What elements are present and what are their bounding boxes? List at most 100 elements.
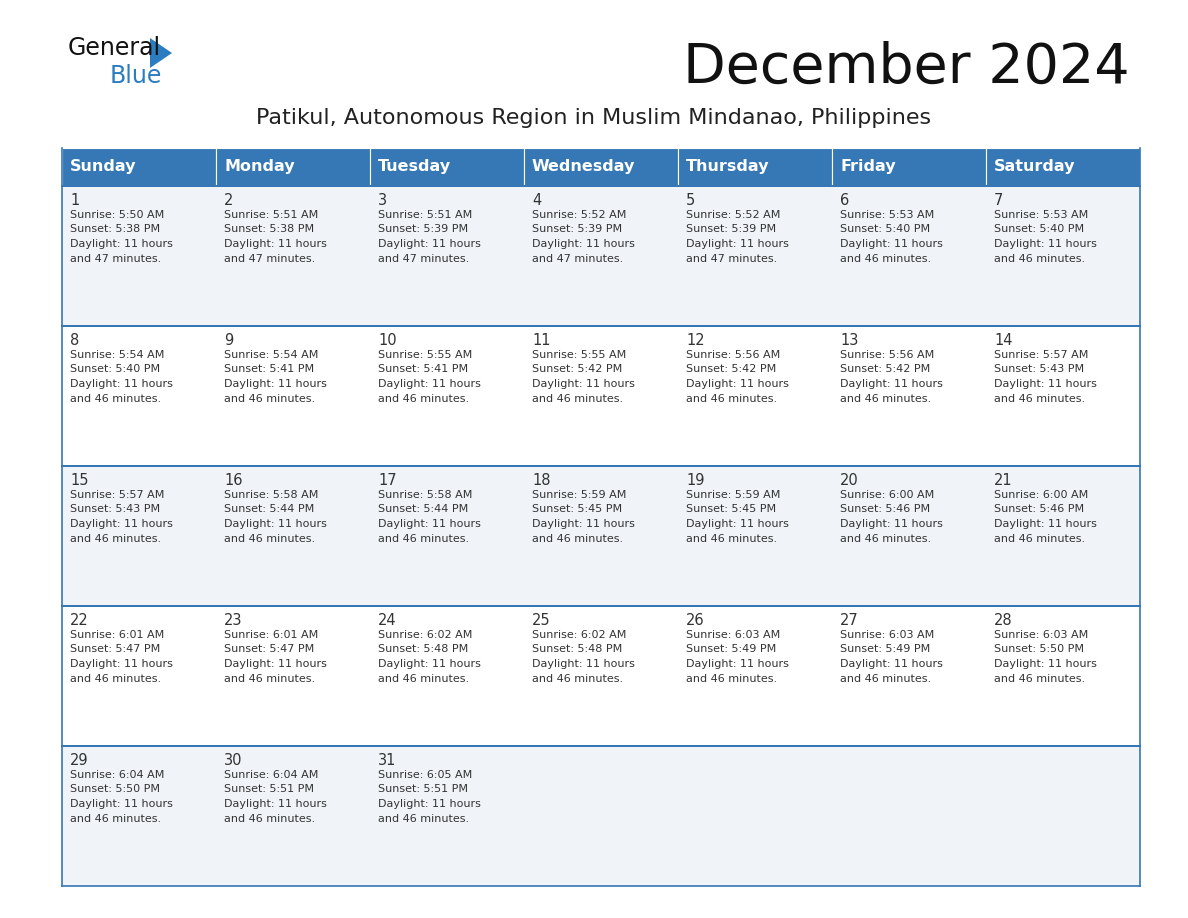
Text: and 46 minutes.: and 46 minutes. [378,394,469,404]
Text: 7: 7 [994,193,1004,208]
Bar [369,186,524,326]
Text: Wednesday: Wednesday [532,160,636,174]
Text: Sunset: 5:40 PM: Sunset: 5:40 PM [994,225,1085,234]
Text: Sunrise: 5:58 AM: Sunrise: 5:58 AM [225,490,318,500]
Bar [524,148,678,186]
Text: and 46 minutes.: and 46 minutes. [70,533,162,543]
Text: Sunset: 5:38 PM: Sunset: 5:38 PM [70,225,160,234]
Text: and 46 minutes.: and 46 minutes. [685,394,777,404]
Text: 18: 18 [532,473,550,488]
Text: 24: 24 [378,613,397,628]
Text: and 46 minutes.: and 46 minutes. [994,253,1085,263]
Text: Sunrise: 5:55 AM: Sunrise: 5:55 AM [378,350,473,360]
Text: Daylight: 11 hours: Daylight: 11 hours [70,659,173,669]
Text: Sunset: 5:43 PM: Sunset: 5:43 PM [70,505,160,514]
Text: Sunset: 5:46 PM: Sunset: 5:46 PM [994,505,1085,514]
Bar [832,606,986,746]
Text: Sunrise: 5:54 AM: Sunrise: 5:54 AM [225,350,318,360]
Text: Daylight: 11 hours: Daylight: 11 hours [225,519,327,529]
Bar [524,746,678,886]
Text: and 46 minutes.: and 46 minutes. [378,674,469,684]
Text: Sunset: 5:50 PM: Sunset: 5:50 PM [70,785,160,794]
Text: and 46 minutes.: and 46 minutes. [994,394,1085,404]
Bar [216,326,369,466]
Text: Sunrise: 6:05 AM: Sunrise: 6:05 AM [378,770,473,780]
Bar [524,326,678,466]
Bar [62,148,216,186]
Bar [524,186,678,326]
Text: Sunrise: 5:57 AM: Sunrise: 5:57 AM [70,490,164,500]
Text: and 46 minutes.: and 46 minutes. [225,394,315,404]
Bar [62,186,216,326]
Text: Daylight: 11 hours: Daylight: 11 hours [994,239,1097,249]
Text: 31: 31 [378,753,397,768]
Bar [678,746,832,886]
Bar [832,746,986,886]
Bar [369,326,524,466]
Text: Sunset: 5:43 PM: Sunset: 5:43 PM [994,364,1085,375]
Text: Daylight: 11 hours: Daylight: 11 hours [225,659,327,669]
Text: 21: 21 [994,473,1012,488]
Text: and 46 minutes.: and 46 minutes. [532,394,624,404]
Text: 17: 17 [378,473,397,488]
Text: and 47 minutes.: and 47 minutes. [225,253,315,263]
Text: Daylight: 11 hours: Daylight: 11 hours [378,799,481,809]
Text: and 46 minutes.: and 46 minutes. [70,394,162,404]
Text: Sunday: Sunday [70,160,137,174]
Text: Daylight: 11 hours: Daylight: 11 hours [378,519,481,529]
Text: Sunrise: 5:57 AM: Sunrise: 5:57 AM [994,350,1088,360]
Text: Sunrise: 5:52 AM: Sunrise: 5:52 AM [532,210,626,220]
Text: 1: 1 [70,193,80,208]
Text: Sunrise: 6:02 AM: Sunrise: 6:02 AM [378,630,473,640]
Text: and 46 minutes.: and 46 minutes. [225,674,315,684]
Text: Sunrise: 5:55 AM: Sunrise: 5:55 AM [532,350,626,360]
Text: Sunset: 5:51 PM: Sunset: 5:51 PM [225,785,314,794]
Bar [986,148,1140,186]
Text: and 46 minutes.: and 46 minutes. [994,533,1085,543]
Text: Daylight: 11 hours: Daylight: 11 hours [685,519,789,529]
Text: Daylight: 11 hours: Daylight: 11 hours [70,799,173,809]
Text: 5: 5 [685,193,695,208]
Bar [369,148,524,186]
Text: Monday: Monday [225,160,295,174]
Text: Sunset: 5:40 PM: Sunset: 5:40 PM [70,364,160,375]
Text: Sunset: 5:40 PM: Sunset: 5:40 PM [840,225,930,234]
Text: Sunset: 5:48 PM: Sunset: 5:48 PM [532,644,623,655]
Text: Friday: Friday [840,160,896,174]
Bar [678,606,832,746]
Text: Daylight: 11 hours: Daylight: 11 hours [225,239,327,249]
Text: 19: 19 [685,473,704,488]
Text: Sunset: 5:44 PM: Sunset: 5:44 PM [378,505,468,514]
Bar [62,606,216,746]
Text: Daylight: 11 hours: Daylight: 11 hours [840,239,943,249]
Text: Daylight: 11 hours: Daylight: 11 hours [70,379,173,389]
Bar [678,148,832,186]
Text: Sunrise: 5:54 AM: Sunrise: 5:54 AM [70,350,164,360]
Text: and 46 minutes.: and 46 minutes. [685,533,777,543]
Text: Sunset: 5:42 PM: Sunset: 5:42 PM [532,364,623,375]
Text: Daylight: 11 hours: Daylight: 11 hours [994,379,1097,389]
Text: and 46 minutes.: and 46 minutes. [225,813,315,823]
Text: 6: 6 [840,193,849,208]
Text: Sunset: 5:49 PM: Sunset: 5:49 PM [840,644,930,655]
Text: Sunrise: 6:01 AM: Sunrise: 6:01 AM [70,630,164,640]
Text: 20: 20 [840,473,859,488]
Text: Tuesday: Tuesday [378,160,451,174]
Text: 13: 13 [840,333,859,348]
Text: 26: 26 [685,613,704,628]
Text: Sunrise: 5:59 AM: Sunrise: 5:59 AM [532,490,626,500]
Text: Sunrise: 6:00 AM: Sunrise: 6:00 AM [840,490,934,500]
Bar [62,326,216,466]
Text: and 46 minutes.: and 46 minutes. [378,533,469,543]
Text: Daylight: 11 hours: Daylight: 11 hours [685,379,789,389]
Text: Sunset: 5:39 PM: Sunset: 5:39 PM [685,225,776,234]
Text: and 46 minutes.: and 46 minutes. [532,533,624,543]
Text: Sunrise: 6:03 AM: Sunrise: 6:03 AM [994,630,1088,640]
Text: Sunrise: 5:59 AM: Sunrise: 5:59 AM [685,490,781,500]
Text: Sunset: 5:41 PM: Sunset: 5:41 PM [378,364,468,375]
Text: Daylight: 11 hours: Daylight: 11 hours [685,239,789,249]
Bar [986,326,1140,466]
Text: 2: 2 [225,193,233,208]
Text: 3: 3 [378,193,387,208]
Text: Daylight: 11 hours: Daylight: 11 hours [840,379,943,389]
